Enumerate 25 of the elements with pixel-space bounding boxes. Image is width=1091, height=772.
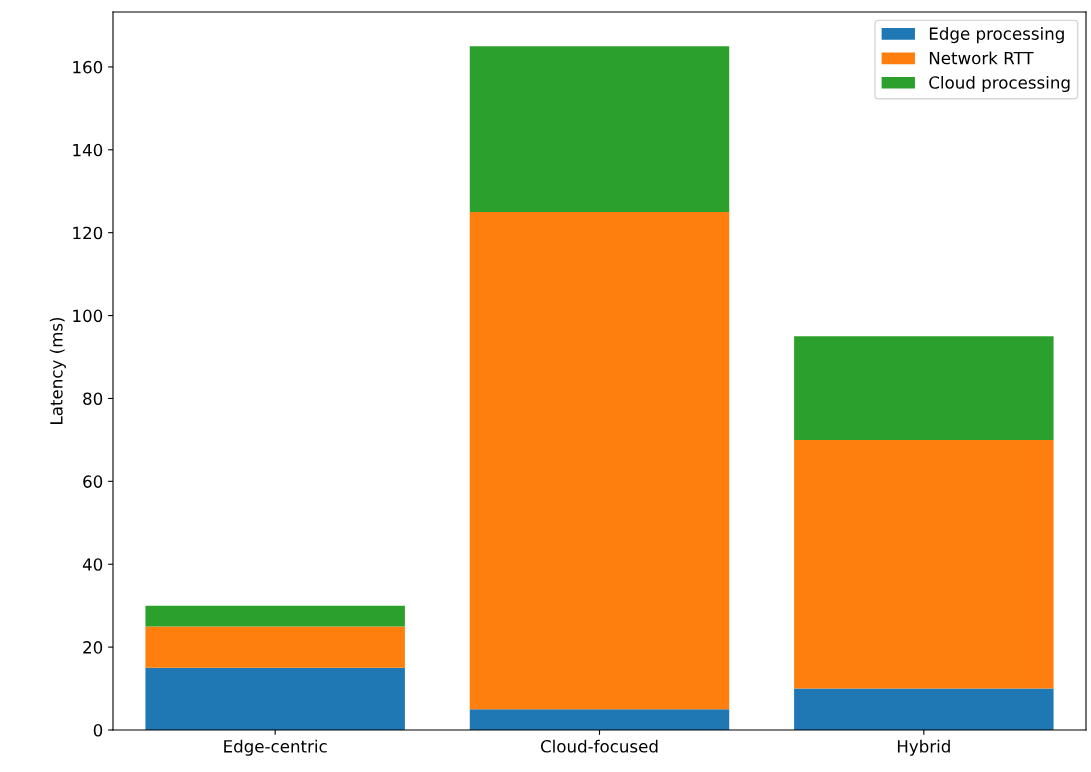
x-tick-label: Cloud-focused xyxy=(540,739,658,753)
x-tick-label: Hybrid xyxy=(897,739,950,756)
bar xyxy=(145,626,405,668)
y-tick-label: 80 xyxy=(83,392,103,406)
y-tick-label: 100 xyxy=(73,309,103,323)
bar xyxy=(145,605,405,627)
bar xyxy=(794,688,1054,730)
bar xyxy=(469,211,730,710)
legend-label: Cloud processing xyxy=(929,75,1070,93)
y-tick-label: 120 xyxy=(73,226,103,240)
bar xyxy=(145,667,405,730)
y-tick-label: 140 xyxy=(73,143,103,157)
bar xyxy=(794,336,1054,440)
legend-label: Edge processing xyxy=(929,27,1064,44)
bar xyxy=(794,439,1054,689)
x-tick-label: Edge-centric xyxy=(224,739,327,756)
y-tick-label: 60 xyxy=(83,475,103,488)
y-tick-label: 20 xyxy=(83,641,103,654)
y-tick-label: 160 xyxy=(73,60,103,74)
y-tick-label: 40 xyxy=(82,558,103,571)
y-tick-label: 0 xyxy=(93,723,103,737)
bar xyxy=(469,709,730,730)
bar xyxy=(469,46,730,212)
legend-label: Network RTT xyxy=(929,51,1034,65)
y-axis-title: Latency (ms) xyxy=(49,317,66,424)
